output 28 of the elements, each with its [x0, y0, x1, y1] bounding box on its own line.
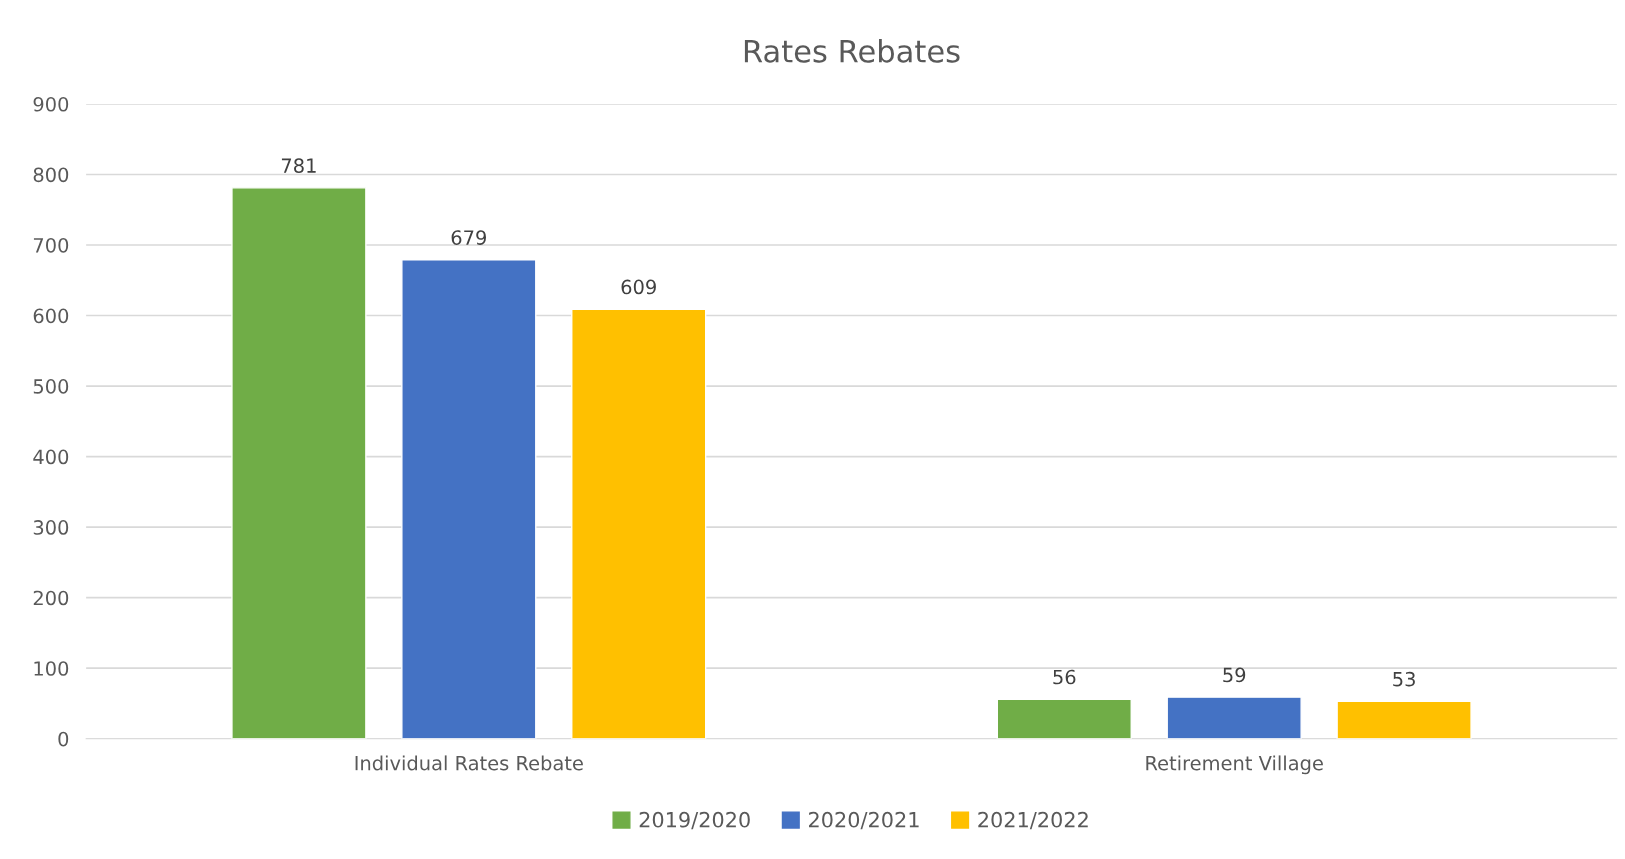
data-label: 56: [1053, 669, 1076, 685]
data-label: 59: [1223, 667, 1246, 683]
y-tick-label: 0: [58, 731, 69, 747]
y-tick-label: 900: [33, 96, 69, 112]
y-tick-label: 200: [33, 590, 69, 606]
y-tick-label: 400: [33, 449, 69, 465]
bar: [571, 308, 707, 739]
bar: [401, 259, 537, 739]
data-label: 679: [451, 230, 486, 245]
x-tick-label: Retirement Village: [1146, 755, 1323, 775]
y-tick-label: 100: [34, 661, 69, 676]
bar: [1336, 700, 1472, 739]
bar: [996, 698, 1132, 739]
y-tick-label: 300: [33, 520, 69, 535]
legend-label: 2021/2022: [978, 811, 1088, 830]
chart-title: Rates Rebates: [744, 39, 960, 63]
y-tick-label: 600: [33, 308, 69, 324]
bar: [231, 187, 367, 739]
x-tick-label: Individual Rates Rebate: [355, 755, 583, 771]
bar: [1166, 696, 1302, 739]
y-tick-label: 700: [33, 237, 69, 253]
y-tick-label: 500: [33, 379, 69, 394]
data-label: 781: [281, 158, 316, 173]
data-label: 53: [1393, 671, 1415, 687]
legend-label: 2019/2020: [639, 811, 750, 830]
y-tick-label: 800: [33, 167, 69, 183]
data-label: 609: [621, 279, 656, 295]
legend-label: 2020/2021: [809, 811, 919, 830]
